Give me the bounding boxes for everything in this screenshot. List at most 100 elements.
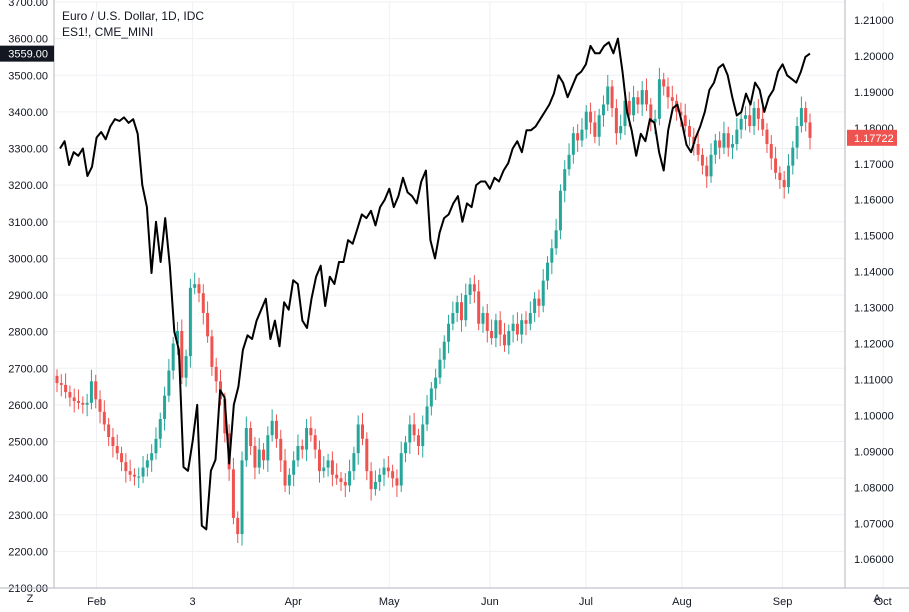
x-axis-tick: May — [379, 596, 400, 608]
candle-up — [356, 415, 360, 465]
candle-body — [283, 460, 287, 486]
candle-down — [68, 385, 72, 407]
candle-up — [533, 292, 537, 322]
candle-body — [576, 133, 580, 141]
candle-up — [567, 143, 571, 176]
candle-body — [386, 467, 390, 472]
candle-down — [365, 432, 369, 481]
candle-body — [171, 343, 175, 371]
candle-down — [94, 374, 98, 409]
x-axis-tick: Feb — [87, 596, 106, 608]
candle-body — [640, 90, 644, 105]
candle-down — [335, 463, 339, 485]
candle-up — [382, 458, 386, 487]
candle-up — [799, 96, 803, 133]
candle-up — [571, 126, 575, 164]
candle-body — [210, 336, 214, 367]
candle-down — [253, 437, 257, 480]
left-axis-tick: 3600.00 — [8, 34, 48, 46]
candles-layer — [55, 67, 812, 546]
candle-up — [373, 470, 377, 496]
candle-up — [722, 121, 726, 155]
candle-body — [593, 122, 597, 137]
candle-body — [580, 129, 584, 141]
candle-up — [713, 133, 717, 164]
candle-up — [464, 283, 468, 327]
candle-down — [769, 135, 773, 170]
es1-line — [59, 37, 811, 531]
candle-body — [244, 428, 248, 461]
left-axis-tick: 2900.00 — [8, 290, 48, 302]
candle-down — [395, 469, 399, 498]
candle-down — [524, 311, 528, 336]
candle-body — [679, 111, 683, 116]
candle-down — [649, 97, 653, 132]
candle-up — [743, 106, 747, 131]
candle-body — [434, 377, 438, 389]
right-axis-tick: 1.13000 — [854, 303, 894, 315]
right-axis-tick: 1.08000 — [854, 482, 894, 494]
overlay-series-title[interactable]: ES1!, CME_MINI — [62, 25, 154, 39]
candle-up — [709, 143, 713, 183]
candle-body — [743, 115, 747, 119]
candle-down — [666, 77, 670, 109]
left-axis-tick: 2200.00 — [8, 546, 48, 558]
candle-up — [429, 382, 433, 416]
candle-up — [244, 416, 248, 467]
candle-up — [305, 419, 309, 462]
right-axis-tick: 1.19000 — [854, 87, 894, 99]
candle-up — [167, 358, 171, 403]
candle-body — [240, 460, 244, 535]
candle-up — [188, 278, 192, 368]
candle-body — [563, 169, 567, 191]
right-scale-button[interactable]: A — [873, 593, 881, 605]
candle-body — [537, 298, 541, 306]
candle-down — [662, 72, 666, 96]
candle-body — [649, 104, 653, 123]
candle-up — [399, 441, 403, 493]
candle-body — [382, 467, 386, 475]
candle-body — [713, 140, 717, 155]
right-axis-tick: 1.07000 — [854, 518, 894, 530]
left-scale-button[interactable]: Z — [26, 593, 34, 605]
main-series-title[interactable]: Euro / U.S. Dollar, 1D, IDC — [62, 9, 205, 23]
candle-body — [373, 481, 377, 490]
candle-body — [72, 397, 76, 402]
x-axis-tick: Oct — [875, 596, 892, 608]
candle-body — [459, 302, 463, 321]
right-last-value: 1.17722 — [854, 133, 894, 145]
candle-down — [132, 468, 136, 486]
candle-body — [132, 474, 136, 477]
candle-down — [107, 417, 111, 446]
candle-down — [778, 166, 782, 189]
candle-body — [670, 97, 674, 101]
candle-up — [85, 393, 89, 417]
right-axis-tick: 1.11000 — [854, 374, 893, 386]
candle-down — [77, 389, 81, 410]
candle-body — [786, 165, 790, 188]
candle-up — [158, 412, 162, 448]
left-axis-tick: 2500.00 — [8, 437, 48, 449]
candle-body — [266, 435, 270, 461]
candle-up — [597, 108, 601, 146]
candle-body — [735, 129, 739, 145]
candle-body — [64, 384, 68, 393]
candle-body — [696, 144, 700, 155]
left-last-value-bg — [0, 45, 54, 62]
candle-body — [206, 312, 210, 337]
candle-body — [662, 79, 666, 87]
candle-body — [365, 438, 369, 472]
left-axis-tick: 2700.00 — [8, 363, 48, 375]
candle-down — [416, 428, 420, 455]
candle-body — [180, 330, 184, 378]
candle-down — [589, 102, 593, 134]
candle-up — [791, 141, 795, 175]
candle-body — [197, 284, 201, 294]
candle-body — [77, 401, 81, 403]
candle-up — [735, 118, 739, 151]
candle-body — [524, 320, 528, 324]
candle-down — [688, 119, 692, 146]
candle-body — [412, 424, 416, 436]
candle-body — [429, 388, 433, 407]
